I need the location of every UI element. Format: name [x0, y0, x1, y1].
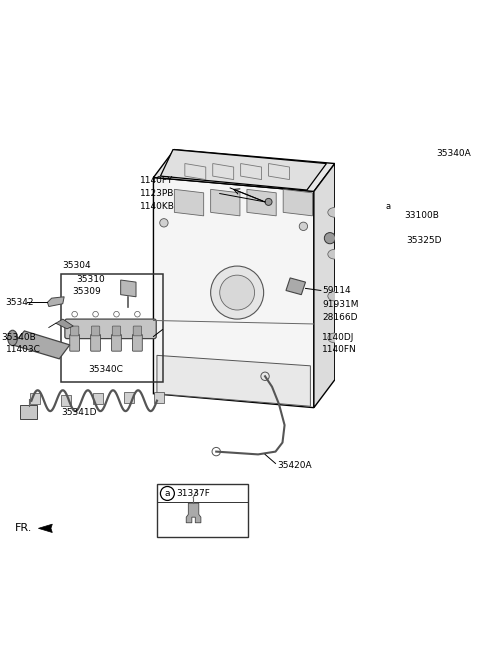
- Text: 35342: 35342: [6, 298, 34, 307]
- Text: 35310: 35310: [77, 275, 106, 284]
- Text: 35309: 35309: [72, 287, 101, 296]
- Text: 59114: 59114: [322, 286, 351, 295]
- Circle shape: [265, 198, 272, 206]
- Polygon shape: [48, 297, 64, 307]
- Text: a: a: [165, 489, 170, 498]
- Polygon shape: [174, 189, 204, 216]
- Circle shape: [220, 275, 254, 310]
- Polygon shape: [348, 181, 366, 195]
- Polygon shape: [342, 191, 370, 219]
- Circle shape: [211, 266, 264, 319]
- Text: 35304: 35304: [63, 261, 91, 270]
- Polygon shape: [154, 150, 335, 191]
- Text: 1123PB: 1123PB: [140, 189, 174, 198]
- Polygon shape: [157, 355, 311, 406]
- FancyBboxPatch shape: [112, 334, 121, 351]
- FancyBboxPatch shape: [70, 334, 80, 351]
- Ellipse shape: [328, 208, 342, 217]
- FancyBboxPatch shape: [133, 326, 142, 336]
- Polygon shape: [186, 503, 201, 523]
- Text: a: a: [385, 202, 390, 212]
- Polygon shape: [314, 164, 335, 407]
- Polygon shape: [414, 122, 444, 137]
- FancyBboxPatch shape: [71, 326, 79, 336]
- Polygon shape: [154, 177, 314, 407]
- Circle shape: [299, 222, 308, 231]
- Circle shape: [160, 219, 168, 227]
- Circle shape: [324, 233, 336, 244]
- Text: 1140KB: 1140KB: [140, 202, 174, 211]
- Text: 35420A: 35420A: [277, 461, 312, 470]
- Polygon shape: [211, 189, 240, 216]
- Ellipse shape: [8, 330, 17, 346]
- FancyBboxPatch shape: [61, 395, 71, 406]
- FancyBboxPatch shape: [93, 393, 103, 404]
- Text: 28166D: 28166D: [322, 313, 358, 322]
- FancyBboxPatch shape: [91, 326, 100, 336]
- Text: 31337F: 31337F: [177, 489, 210, 498]
- Text: FR.: FR.: [15, 524, 33, 533]
- Text: 35341D: 35341D: [61, 408, 97, 417]
- Circle shape: [299, 376, 308, 384]
- FancyBboxPatch shape: [132, 334, 142, 351]
- FancyBboxPatch shape: [112, 326, 120, 336]
- FancyBboxPatch shape: [91, 334, 100, 351]
- FancyBboxPatch shape: [20, 405, 37, 419]
- Polygon shape: [38, 524, 52, 533]
- Ellipse shape: [328, 333, 342, 343]
- Polygon shape: [283, 189, 312, 216]
- Text: 11403C: 11403C: [6, 346, 40, 354]
- Text: 35340A: 35340A: [436, 148, 471, 158]
- Text: 1140FN: 1140FN: [322, 346, 357, 354]
- FancyBboxPatch shape: [30, 393, 40, 404]
- Polygon shape: [12, 331, 70, 359]
- Text: 1140FY: 1140FY: [140, 177, 173, 185]
- Bar: [61, 274, 163, 382]
- Polygon shape: [411, 133, 441, 156]
- FancyBboxPatch shape: [124, 392, 134, 403]
- Polygon shape: [247, 189, 276, 216]
- Text: 1140DJ: 1140DJ: [322, 332, 355, 342]
- Ellipse shape: [328, 250, 342, 259]
- FancyBboxPatch shape: [65, 319, 156, 338]
- Polygon shape: [56, 319, 73, 329]
- Circle shape: [160, 372, 168, 380]
- Text: 35340C: 35340C: [88, 365, 123, 374]
- Text: 33100B: 33100B: [405, 212, 439, 220]
- Text: 35325D: 35325D: [406, 236, 442, 245]
- Text: 35340B: 35340B: [1, 333, 36, 342]
- Polygon shape: [160, 150, 326, 190]
- Text: 91931M: 91931M: [322, 300, 359, 309]
- Ellipse shape: [328, 291, 342, 301]
- Bar: [157, 484, 248, 537]
- FancyBboxPatch shape: [154, 392, 164, 403]
- Polygon shape: [120, 280, 136, 297]
- Polygon shape: [420, 114, 432, 124]
- Polygon shape: [286, 278, 305, 295]
